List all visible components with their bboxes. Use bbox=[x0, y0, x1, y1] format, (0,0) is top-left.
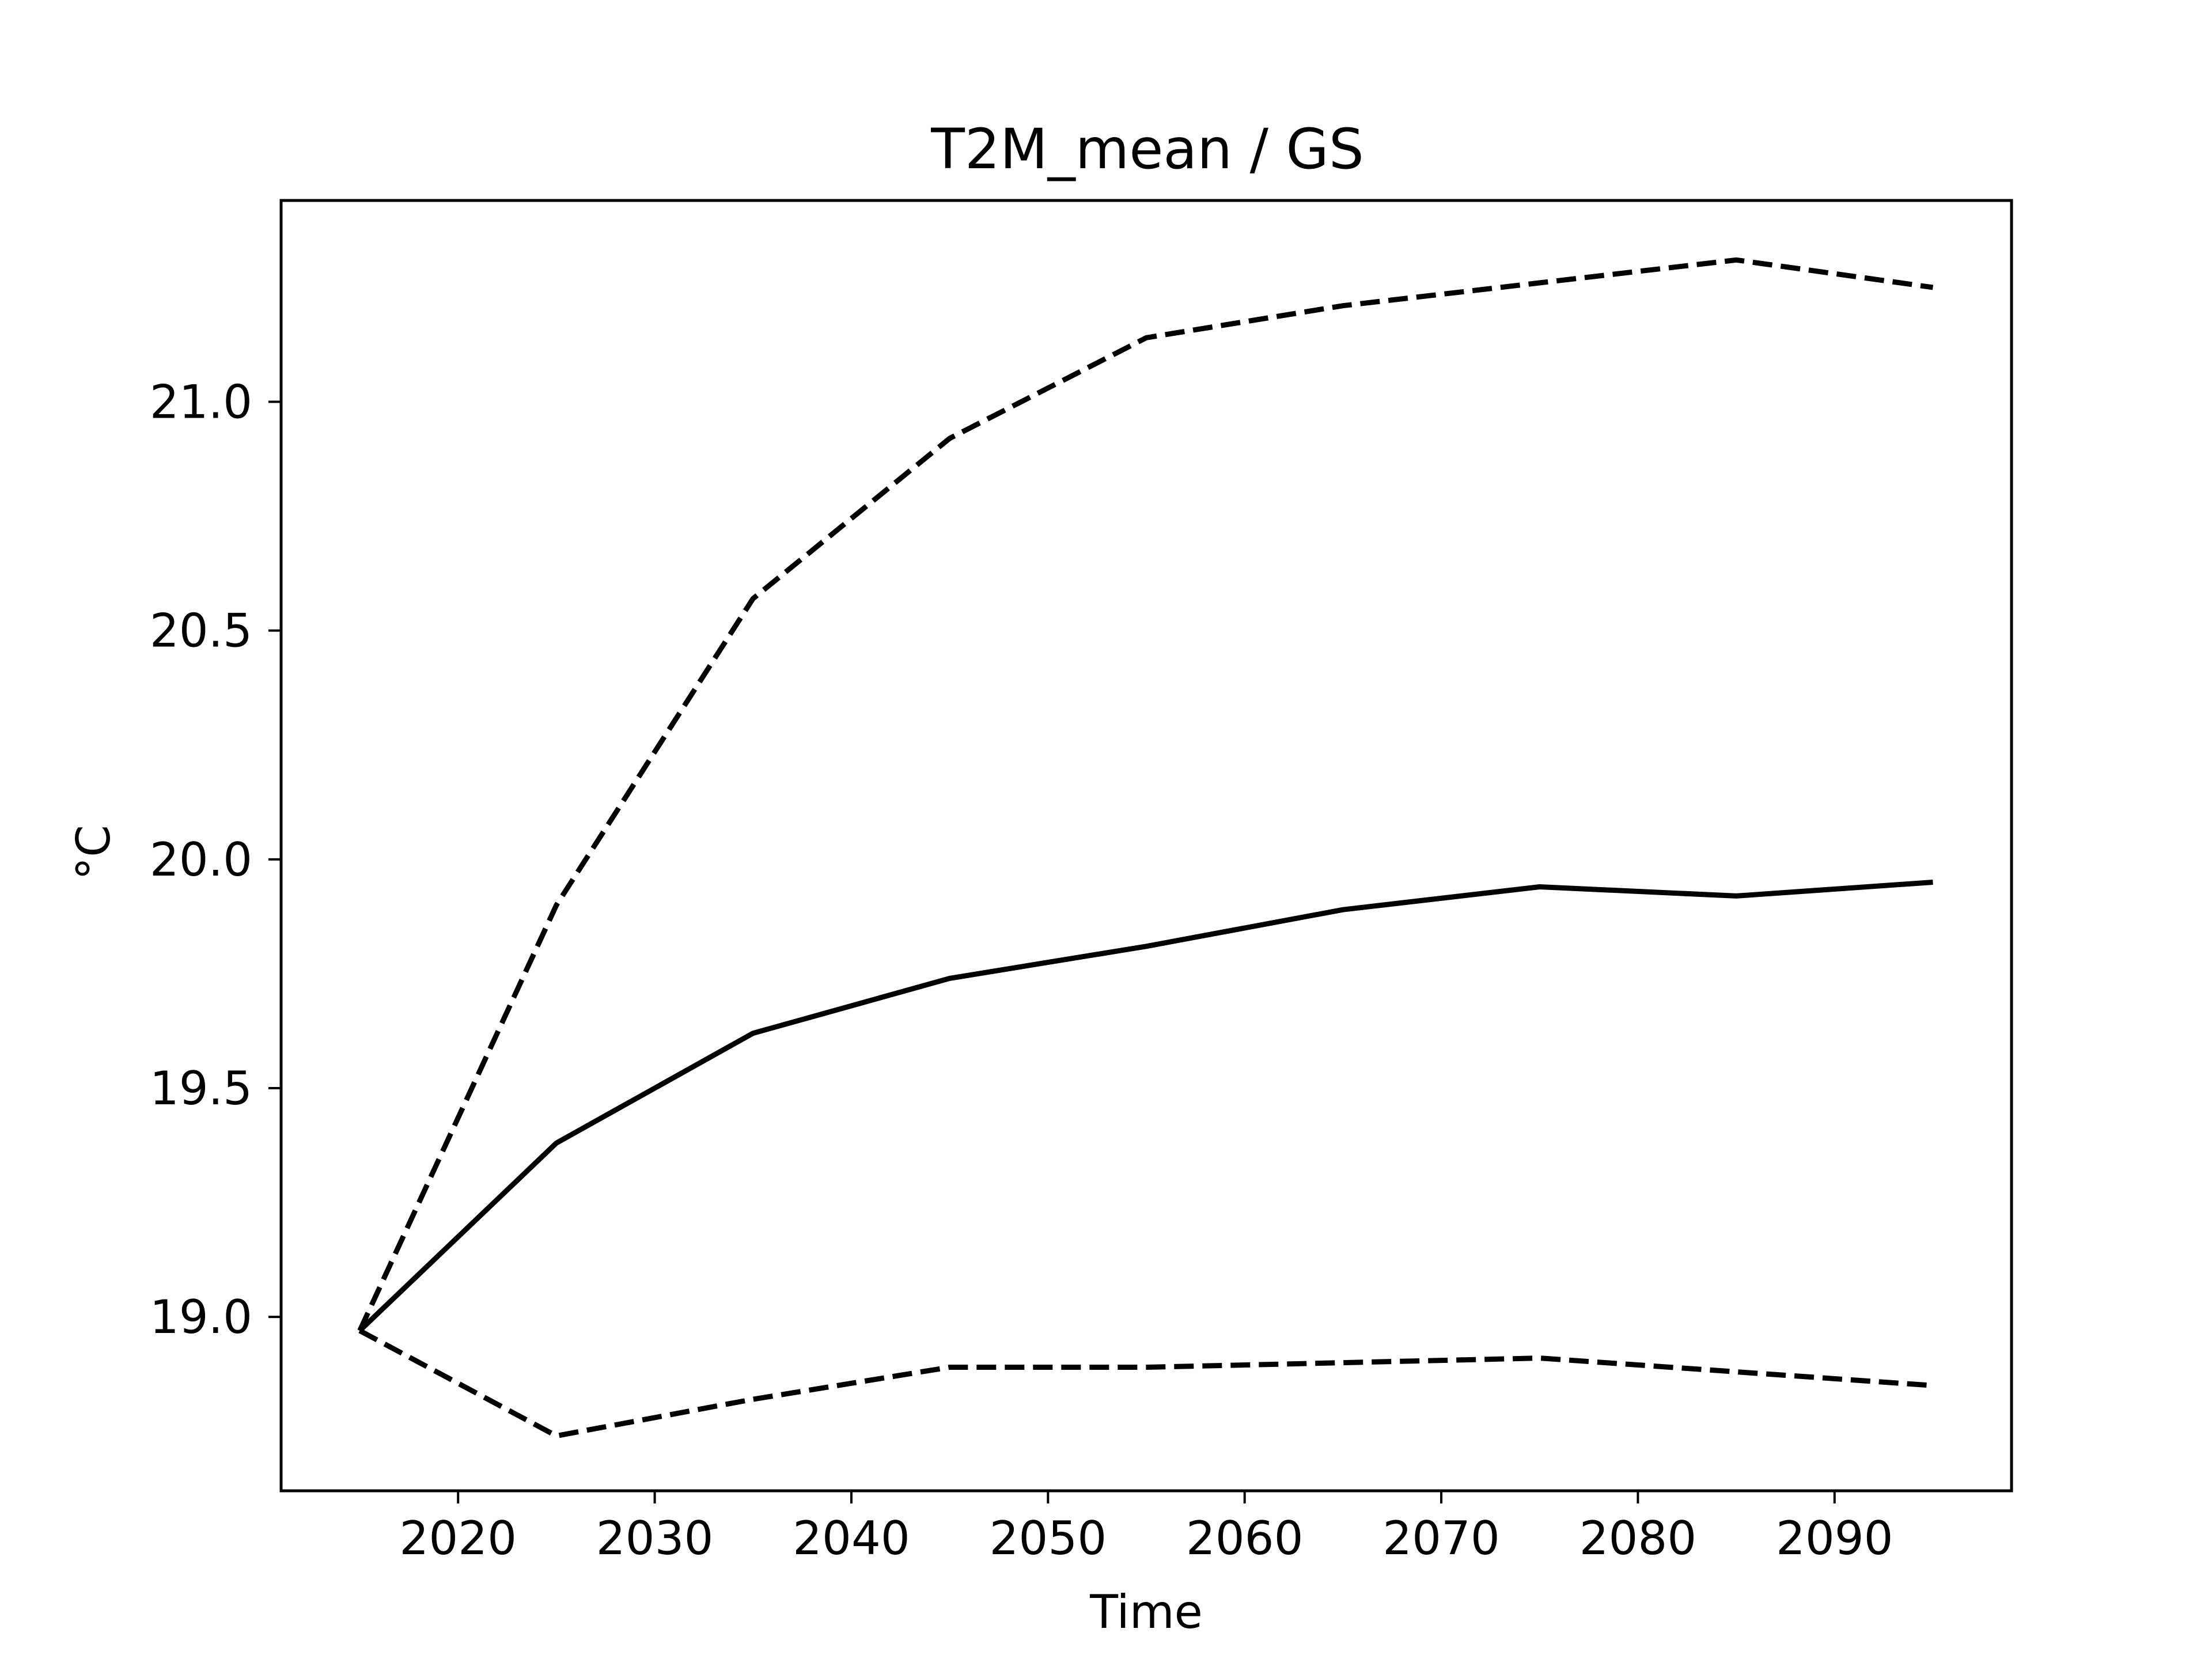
y-tick-label: 21.0 bbox=[150, 376, 252, 429]
x-tick-label: 2040 bbox=[793, 1512, 910, 1565]
x-tick-label: 2070 bbox=[1382, 1512, 1500, 1565]
y-tick-label: 20.5 bbox=[150, 604, 252, 658]
y-axis-label: °C bbox=[67, 825, 120, 880]
ticks-layer: 2020 2030 2040 2050 2060 2070 2080 2090 19.0 19.5… bbox=[150, 376, 1893, 1565]
y-tick-label: 19.5 bbox=[150, 1062, 252, 1115]
y-tick-label: 20.0 bbox=[150, 833, 252, 887]
x-tick-label: 2030 bbox=[596, 1512, 714, 1565]
x-tick-label: 2050 bbox=[990, 1512, 1107, 1565]
chart-title: T2M_mean / GS bbox=[930, 117, 1364, 181]
x-tick-label: 2060 bbox=[1186, 1512, 1304, 1565]
x-axis-label: Time bbox=[1089, 1585, 1203, 1639]
series-line-2 bbox=[357, 257, 1934, 1332]
x-tick-label: 2020 bbox=[399, 1512, 517, 1565]
plot-frame bbox=[279, 199, 2013, 1493]
series-line-1 bbox=[358, 880, 1933, 1333]
series-layer bbox=[357, 257, 1934, 1439]
x-tick-label: 2080 bbox=[1580, 1512, 1697, 1565]
series-line-3 bbox=[358, 1328, 1933, 1439]
x-tick-label: 2090 bbox=[1776, 1512, 1893, 1565]
y-tick-label: 19.0 bbox=[150, 1290, 252, 1344]
